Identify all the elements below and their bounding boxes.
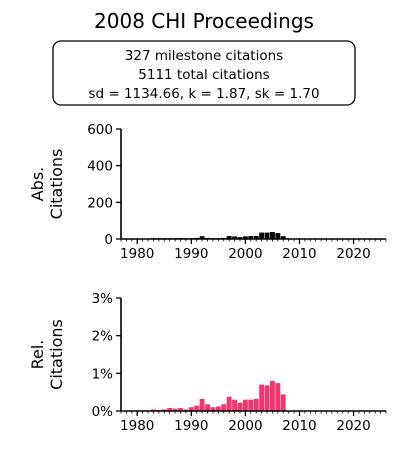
abs-bar-1998 — [232, 236, 238, 239]
abs-y-axis-label-line: Abs. — [28, 167, 47, 202]
abs-bar-2001 — [248, 236, 254, 239]
rel-bar-2001 — [248, 399, 254, 411]
rel-bar-1997 — [226, 396, 232, 411]
abs-y-axis-label-line: Citations — [47, 149, 66, 220]
relative-citations-panel: 1980 1990 2000 2010 2020 0% 1% 2% 3% Rel.Citation… — [28, 291, 387, 434]
absolute-citations-panel: 1980 1990 2000 2010 2020 0 200 400 600 Abs.Citati… — [28, 122, 387, 262]
abs-bar-2004 — [264, 232, 270, 239]
rel-x-tick-label: 2010 — [282, 418, 316, 434]
abs-y-axis-label: Abs.Citations — [28, 149, 66, 220]
abs-bar-2002 — [253, 235, 259, 239]
rel-bar-1987 — [172, 408, 178, 411]
rel-bar-1988 — [178, 407, 183, 411]
abs-bar-1999 — [237, 237, 243, 239]
abs-bar-2000 — [242, 236, 248, 239]
abs-bar-1992 — [199, 236, 205, 239]
rel-bar-2007 — [280, 394, 286, 411]
abs-y-tick-label: 200 — [87, 195, 113, 211]
abs-x-tick-label: 2010 — [282, 246, 316, 262]
rel-bar-2003 — [259, 384, 265, 411]
rel-bar-2006 — [275, 383, 281, 411]
abs-bar-2005 — [269, 232, 275, 239]
distribution-stats-text: sd = 1134.66, k = 1.87, sk = 1.70 — [88, 86, 319, 102]
rel-bar-1993 — [205, 404, 210, 411]
abs-bar-2007 — [280, 236, 286, 239]
rel-bar-1994 — [210, 407, 216, 411]
abs-x-tick-label: 1990 — [174, 246, 208, 262]
abs-bar-2006 — [275, 233, 281, 239]
abs-x-tick-label: 2020 — [336, 246, 370, 262]
abs-y-tick-label: 0 — [104, 232, 113, 248]
rel-x-tick-label: 2020 — [336, 418, 370, 434]
stats-box — [52, 40, 356, 106]
rel-bar-1990 — [188, 407, 194, 411]
rel-y-axis-label-line: Rel. — [28, 340, 47, 370]
rel-y-tick-label: 3% — [92, 291, 114, 307]
rel-y-axis-label: Rel.Citations — [28, 319, 66, 390]
abs-x-tick-label: 1980 — [120, 246, 154, 262]
rel-bar-1991 — [194, 405, 200, 411]
rel-bar-2004 — [264, 385, 270, 411]
rel-bar-1995 — [215, 406, 221, 411]
rel-bar-2002 — [253, 398, 259, 411]
total-citations-text: 5111 total citations — [138, 67, 269, 83]
rel-bar-2005 — [269, 380, 275, 411]
abs-bar-2003 — [259, 232, 265, 239]
rel-y-tick-label: 0% — [92, 404, 114, 420]
chart-title: 2008 CHI Proceedings — [94, 9, 314, 33]
rel-bar-2000 — [242, 399, 248, 411]
rel-bar-1999 — [237, 402, 243, 411]
rel-bar-1986 — [167, 407, 173, 411]
milestone-citations-text: 327 milestone citations — [125, 48, 283, 64]
rel-x-tick-label: 1990 — [174, 418, 208, 434]
rel-bar-1992 — [199, 398, 205, 411]
abs-y-tick-label: 600 — [87, 122, 113, 138]
rel-bar-1996 — [221, 404, 227, 411]
abs-y-tick-label: 400 — [87, 159, 113, 175]
rel-x-tick-label: 2000 — [228, 418, 262, 434]
rel-y-tick-label: 2% — [92, 329, 114, 345]
abs-bar-1997 — [226, 236, 232, 239]
rel-y-tick-label: 1% — [92, 366, 114, 382]
rel-bar-1998 — [232, 399, 238, 411]
rel-x-tick-label: 1980 — [120, 418, 154, 434]
rel-y-axis-label-line: Citations — [47, 319, 66, 390]
abs-x-tick-label: 2000 — [228, 246, 262, 262]
